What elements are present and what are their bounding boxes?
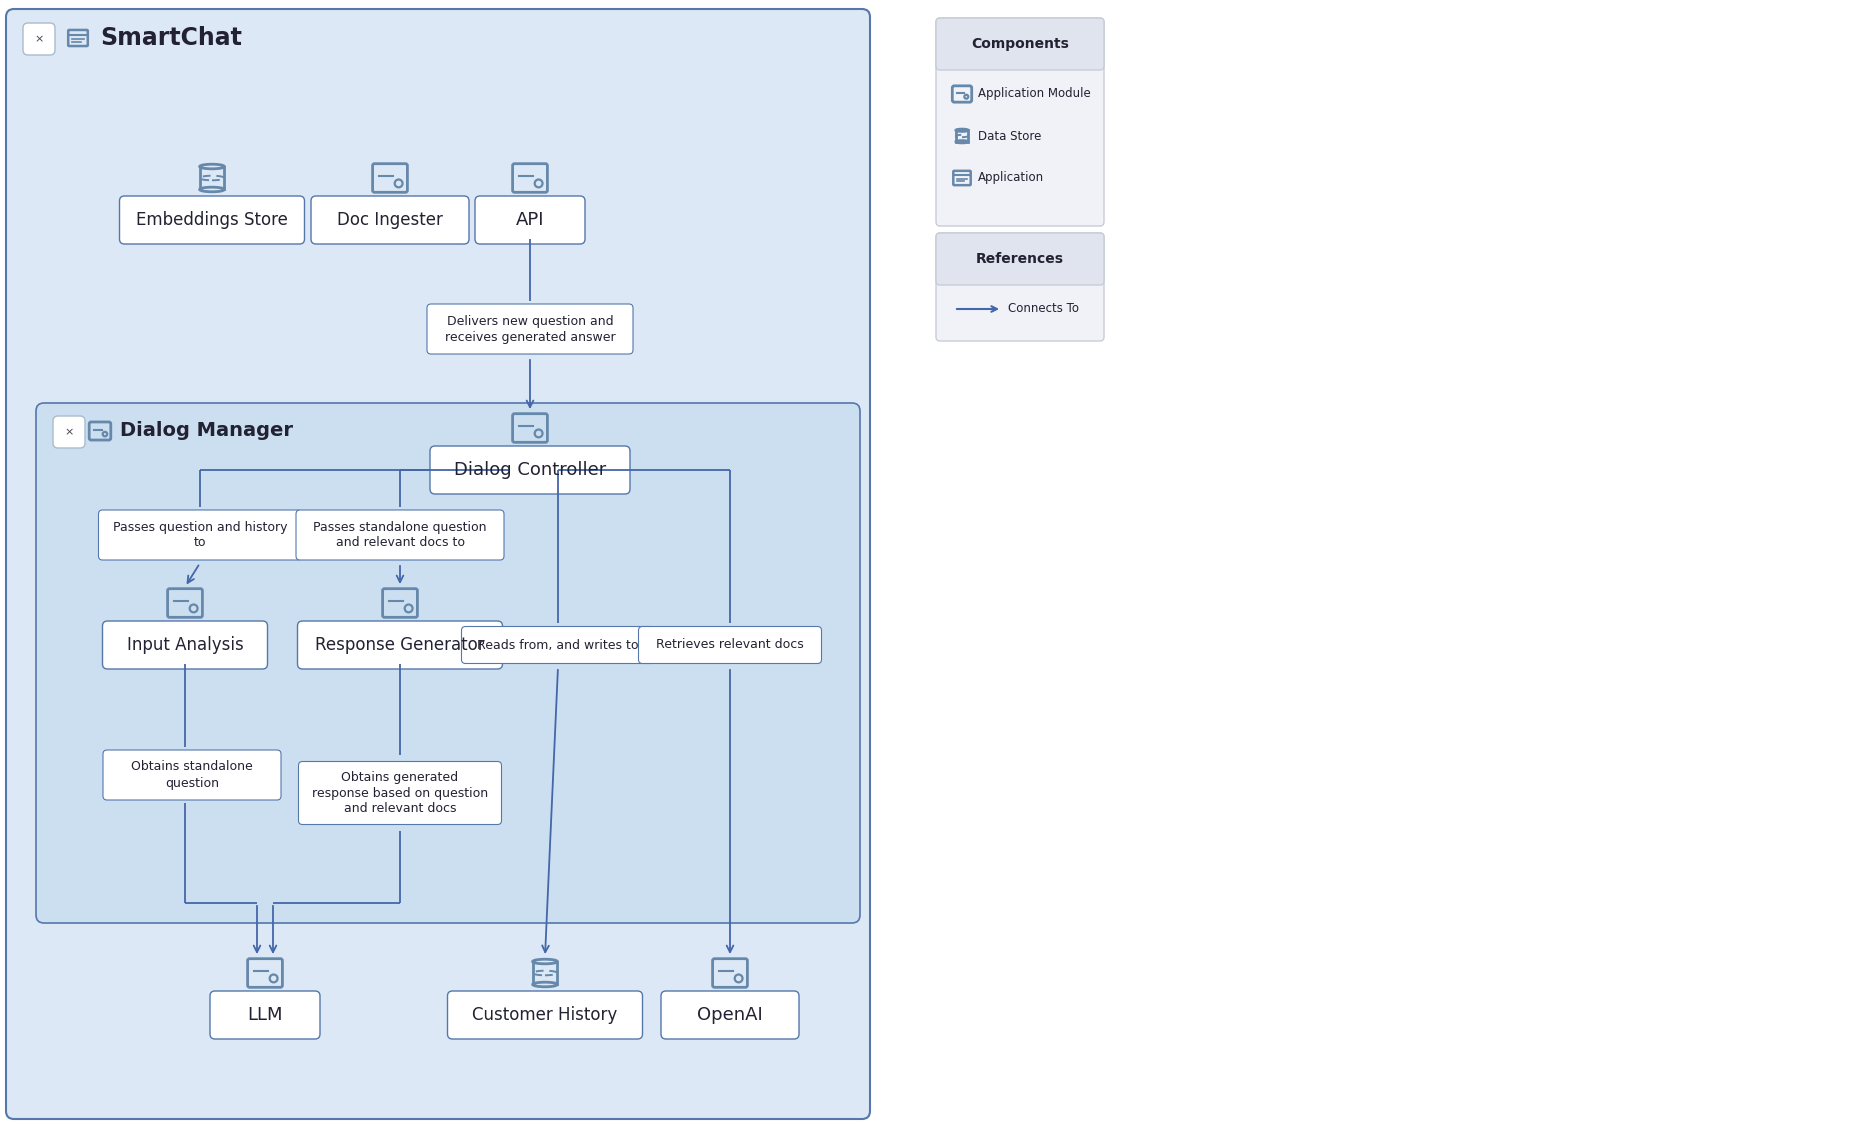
Text: References: References [977,252,1064,266]
FancyBboxPatch shape [35,403,860,922]
FancyBboxPatch shape [119,196,305,244]
FancyBboxPatch shape [54,416,85,448]
Text: Reads from, and writes to: Reads from, and writes to [477,639,639,651]
Text: Delivers new question and
receives generated answer: Delivers new question and receives gener… [444,315,615,343]
FancyBboxPatch shape [448,991,643,1040]
FancyBboxPatch shape [102,621,267,669]
FancyBboxPatch shape [102,750,280,800]
Text: Doc Ingester: Doc Ingester [338,212,444,230]
FancyBboxPatch shape [98,510,301,560]
Text: Application Module: Application Module [979,88,1090,100]
FancyBboxPatch shape [299,762,501,825]
FancyBboxPatch shape [210,991,319,1040]
Text: Customer History: Customer History [472,1006,618,1024]
FancyBboxPatch shape [475,196,585,244]
Text: Input Analysis: Input Analysis [126,636,243,654]
Text: Embeddings Store: Embeddings Store [136,212,288,230]
Text: Passes question and history
to: Passes question and history to [113,521,288,549]
Text: Components: Components [971,37,1070,51]
FancyBboxPatch shape [936,18,1105,70]
Text: Data Store: Data Store [979,129,1042,143]
FancyBboxPatch shape [462,627,654,664]
Text: Dialog Manager: Dialog Manager [121,422,293,441]
Text: Response Generator: Response Generator [316,636,485,654]
Text: Passes standalone question
and relevant docs to: Passes standalone question and relevant … [314,521,487,549]
Text: Connects To: Connects To [1008,303,1079,315]
Text: ×: × [65,428,74,436]
FancyBboxPatch shape [661,991,799,1040]
FancyBboxPatch shape [431,446,630,494]
Text: SmartChat: SmartChat [100,26,241,50]
FancyBboxPatch shape [936,233,1105,341]
Text: Application: Application [979,171,1044,184]
Text: Obtains standalone
question: Obtains standalone question [132,760,253,790]
FancyBboxPatch shape [936,18,1105,226]
Text: ×: × [33,34,45,44]
FancyBboxPatch shape [310,196,470,244]
Text: Dialog Controller: Dialog Controller [453,461,605,479]
FancyBboxPatch shape [427,304,633,354]
FancyBboxPatch shape [297,621,503,669]
Text: Retrieves relevant docs: Retrieves relevant docs [656,639,804,651]
Text: OpenAI: OpenAI [696,1006,763,1024]
FancyBboxPatch shape [6,9,869,1119]
FancyBboxPatch shape [22,22,56,55]
FancyBboxPatch shape [295,510,503,560]
FancyBboxPatch shape [639,627,821,664]
Text: API: API [516,212,544,230]
Text: LLM: LLM [247,1006,282,1024]
Text: Obtains generated
response based on question
and relevant docs: Obtains generated response based on ques… [312,771,488,816]
FancyBboxPatch shape [936,233,1105,285]
